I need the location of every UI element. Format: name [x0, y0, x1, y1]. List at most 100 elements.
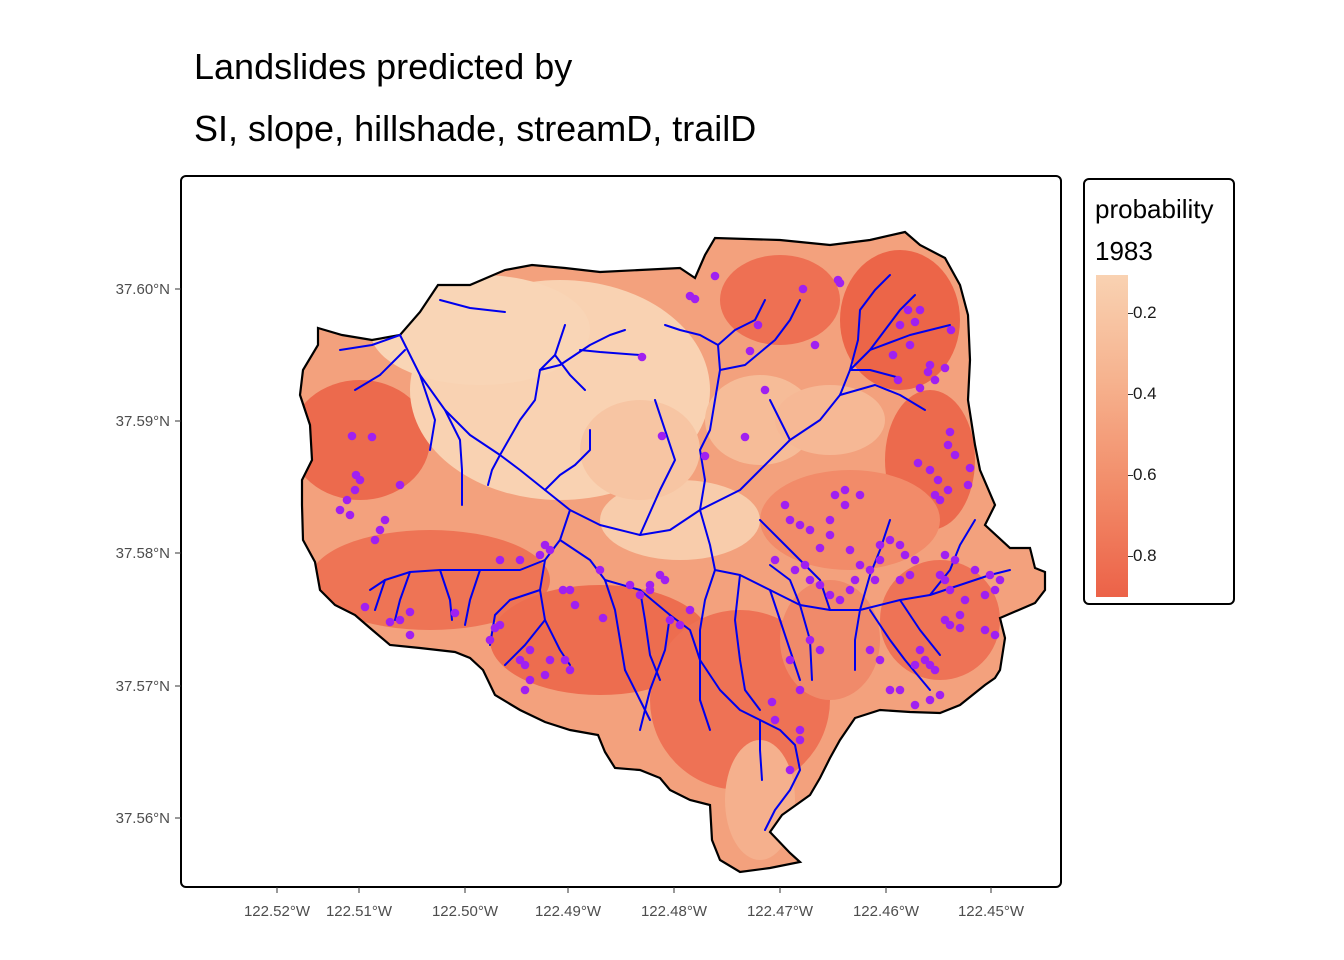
x-axis: 122.52°W 122.51°W 122.50°W 122.49°W 122.48°W…	[244, 887, 1025, 920]
landslide-point	[395, 615, 405, 625]
landslide-point	[900, 550, 910, 560]
landslide-point	[495, 555, 505, 565]
y-tick-label: 37.56°N	[116, 810, 170, 827]
landslide-point	[380, 515, 390, 525]
landslide-point	[910, 317, 920, 327]
landslide-point	[690, 294, 700, 304]
landslide-point	[925, 695, 935, 705]
landslide-point	[657, 431, 667, 441]
landslide-point	[963, 480, 973, 490]
legend-title: probability	[1095, 194, 1214, 224]
landslide-point	[790, 565, 800, 575]
landslide-point	[940, 575, 950, 585]
legend-tick-mark	[1128, 394, 1133, 395]
landslide-point	[905, 570, 915, 580]
landslide-point	[760, 385, 770, 395]
landslide-point	[845, 585, 855, 595]
landslide-point	[785, 765, 795, 775]
landslide-point	[923, 367, 933, 377]
basin-boundary	[298, 230, 1047, 874]
landslide-point	[903, 305, 913, 315]
y-tick-label: 37.58°N	[116, 545, 170, 562]
landslide-point	[865, 645, 875, 655]
landslide-point	[885, 535, 895, 545]
landslide-point	[660, 575, 670, 585]
landslide-point	[798, 284, 808, 294]
landslide-point	[795, 735, 805, 745]
landslide-point	[625, 580, 635, 590]
landslide-point	[345, 510, 355, 520]
landslide-point	[855, 560, 865, 570]
landslide-point	[565, 665, 575, 675]
landslide-point	[355, 475, 365, 485]
landslide-point	[785, 655, 795, 665]
landslide-point	[825, 515, 835, 525]
landslide-point	[360, 602, 370, 612]
landslide-point	[805, 635, 815, 645]
landslide-point	[495, 620, 505, 630]
y-tick-label: 37.60°N	[116, 281, 170, 298]
landslide-point	[525, 645, 535, 655]
landslide-point	[370, 535, 380, 545]
landslide-point	[946, 325, 956, 335]
landslide-point	[545, 545, 555, 555]
landslide-point	[990, 585, 1000, 595]
landslide-point	[710, 271, 720, 281]
landslide-point	[740, 432, 750, 442]
landslide-point	[767, 697, 777, 707]
landslide-point	[945, 585, 955, 595]
landslide-point	[805, 575, 815, 585]
landslide-point	[405, 630, 415, 640]
landslide-point	[835, 595, 845, 605]
landslide-point	[930, 665, 940, 675]
landslide-point	[367, 432, 377, 442]
landslide-point	[595, 565, 605, 575]
legend-tick-label: 0.8	[1133, 546, 1157, 565]
landslide-point	[565, 585, 575, 595]
landslide-point	[840, 500, 850, 510]
landslide-point	[405, 607, 415, 617]
landslide-point	[933, 475, 943, 485]
landslide-point	[520, 660, 530, 670]
landslide-point	[525, 675, 535, 685]
landslide-point	[665, 615, 675, 625]
landslide-point	[850, 575, 860, 585]
landslide-point	[895, 320, 905, 330]
landslide-point	[520, 685, 530, 695]
legend-tick-mark	[1128, 313, 1133, 314]
landslide-point	[960, 595, 970, 605]
y-tick-label: 37.59°N	[116, 413, 170, 430]
landslide-point	[925, 360, 935, 370]
landslide-point	[913, 458, 923, 468]
landslide-point	[350, 485, 360, 495]
landslide-point	[545, 655, 555, 665]
landslide-point	[915, 383, 925, 393]
landslide-point	[825, 530, 835, 540]
landslide-point	[558, 585, 568, 595]
landslide-point	[910, 660, 920, 670]
landslide-point	[785, 515, 795, 525]
stream-network	[339, 274, 1011, 831]
landslide-point	[830, 490, 840, 500]
landslide-point	[980, 625, 990, 635]
x-tick-label: 122.48°W	[641, 903, 708, 920]
landslide-point	[675, 620, 685, 630]
landslide-point	[347, 431, 357, 441]
legend-tick-label: 0.6	[1133, 465, 1157, 484]
landslide-point	[970, 565, 980, 575]
landslide-point	[825, 590, 835, 600]
landslide-point	[635, 590, 645, 600]
landslide-point	[780, 500, 790, 510]
landslide-point	[800, 560, 810, 570]
y-tick-label: 37.57°N	[116, 678, 170, 695]
landslide-point	[965, 463, 975, 473]
landslide-point	[845, 545, 855, 555]
landslide-point	[795, 520, 805, 530]
landslide-point	[535, 550, 545, 560]
landslide-point	[935, 690, 945, 700]
landslide-point	[865, 565, 875, 575]
landslide-point	[805, 525, 815, 535]
landslide-point	[905, 340, 915, 350]
landslide-point	[637, 352, 647, 362]
landslide-point	[598, 613, 608, 623]
